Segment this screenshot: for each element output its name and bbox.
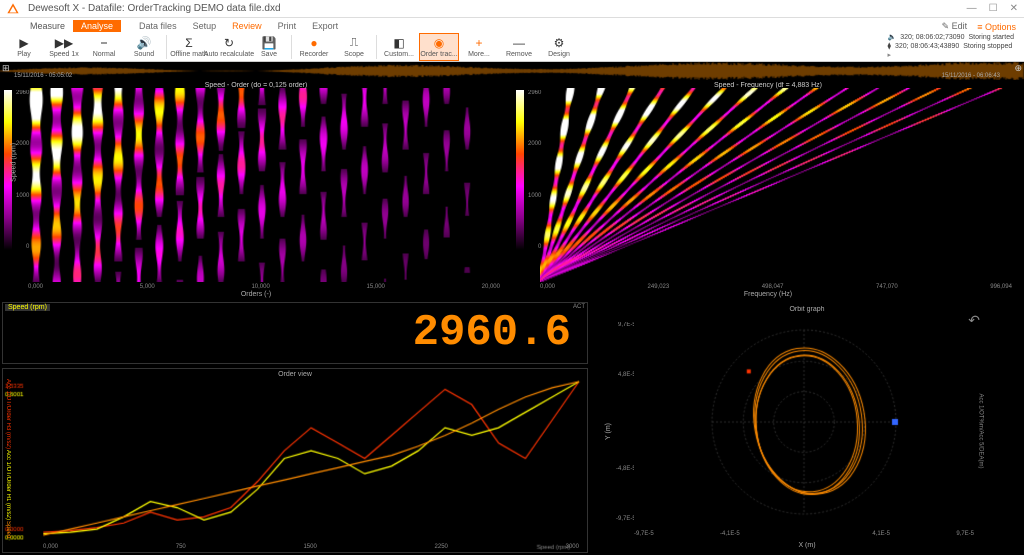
waveform-timeline[interactable]: ⊞ 15/11/2016 - 05:05:02 15/11/2016 - 06:… bbox=[0, 62, 1024, 80]
spectrogram-order-canvas bbox=[28, 88, 500, 282]
subtab-review[interactable]: Review bbox=[224, 20, 270, 32]
digital-header: Speed (rpm) bbox=[5, 304, 50, 311]
spectrogram-frequency[interactable]: Speed - Frequency (df = 4,883 Hz) 296020… bbox=[512, 80, 1024, 300]
app-title: Dewesoft X - Datafile: OrderTracking DEM… bbox=[28, 3, 281, 14]
auto-recalc-icon: ↻ bbox=[224, 36, 234, 50]
normal-icon: ⎯ bbox=[101, 35, 107, 50]
more-icon: + bbox=[475, 36, 482, 50]
speed-button[interactable]: ▶▶Speed 1x bbox=[44, 33, 84, 61]
spectrogram-order-ylabel: Speed (rpm) bbox=[11, 143, 18, 182]
status-panel: 🔈320; 08:06:02;73090Storing started ⧫320… bbox=[888, 33, 1020, 60]
recorder-icon: ● bbox=[310, 36, 317, 50]
digital-tag: ACT bbox=[573, 304, 585, 310]
spectrogram-freq-canvas bbox=[540, 88, 1012, 282]
scope-icon: ⎍ bbox=[350, 35, 358, 50]
sound-icon: 🔊 bbox=[137, 36, 152, 50]
order-view-canvas bbox=[3, 369, 587, 552]
orbit-ylabel: Y (m) bbox=[605, 423, 612, 440]
spectrogram-freq-title: Speed - Frequency (df = 4,883 Hz) bbox=[714, 82, 822, 89]
scope-button[interactable]: ⎍Scope bbox=[334, 33, 374, 61]
speed-icon: ▶▶ bbox=[55, 36, 73, 50]
options-button[interactable]: ≡ Options bbox=[977, 22, 1016, 32]
design-button[interactable]: ⚙Design bbox=[539, 33, 579, 61]
subtab-export[interactable]: Export bbox=[304, 20, 346, 32]
toolbar: ▶Play▶▶Speed 1x⎯Normal🔊SoundΣOffline mat… bbox=[0, 32, 1024, 62]
orbit-graph[interactable]: Orbit graph ↶ Y (m) X (m) Acc 1/OT%m/Acc… bbox=[594, 304, 1020, 551]
tab-analyse[interactable]: Analyse bbox=[73, 20, 121, 32]
subtab-setup[interactable]: Setup bbox=[185, 20, 225, 32]
edit-icon: ✎ bbox=[942, 21, 950, 31]
marker-icon: ⧫ bbox=[888, 42, 891, 51]
order-view-title: Order view bbox=[278, 371, 312, 378]
design-icon: ⚙ bbox=[554, 36, 565, 50]
play-icon: ▶ bbox=[19, 36, 28, 50]
order-trac-icon: ◉ bbox=[434, 36, 444, 50]
more-button[interactable]: +More... bbox=[459, 33, 499, 61]
recorder-button[interactable]: ●Recorder bbox=[294, 33, 334, 61]
digital-value: 2960.6 bbox=[3, 303, 587, 363]
save-icon: 💾 bbox=[262, 36, 277, 50]
edit-button[interactable]: ✎ Edit bbox=[942, 21, 968, 32]
waveform-canvas bbox=[0, 62, 1024, 80]
spectrogram-order-title: Speed - Order (do = 0,125 order) bbox=[205, 82, 308, 89]
titlebar: Dewesoft X - Datafile: OrderTracking DEM… bbox=[0, 0, 1024, 18]
min-button[interactable]: — bbox=[967, 3, 977, 14]
custom-button[interactable]: ◧Custom... bbox=[379, 33, 419, 61]
colorbar-icon bbox=[516, 90, 524, 250]
offline-math-icon: Σ bbox=[185, 36, 192, 50]
order-trac-button[interactable]: ◉Order trac... bbox=[419, 33, 459, 61]
auto-recalc-button[interactable]: ↻Auto recalculate bbox=[209, 33, 249, 61]
digital-readout[interactable]: Speed (rpm) ACT 2960.6 bbox=[2, 302, 588, 364]
app-logo-icon bbox=[6, 2, 20, 16]
ribbon-tabs: Measure Analyse Data files Setup Review … bbox=[0, 18, 1024, 32]
orbit-rlabel: Acc 1/OT%m/Acc 5/DEA(m) bbox=[977, 393, 983, 468]
order-view-chart[interactable]: Order view Acc 1/OT/Order H3 (m/s2)Acc 1… bbox=[2, 368, 588, 553]
tab-measure[interactable]: Measure bbox=[22, 20, 73, 32]
orbit-title: Orbit graph bbox=[789, 306, 824, 313]
save-button[interactable]: 💾Save bbox=[249, 33, 289, 61]
subtab-datafiles[interactable]: Data files bbox=[131, 20, 185, 32]
speaker-icon: 🔈 bbox=[888, 33, 897, 42]
spectrogram-order-xlabel: Orders (-) bbox=[241, 291, 271, 298]
orbit-xlabel: X (m) bbox=[798, 542, 815, 549]
sound-button[interactable]: 🔊Sound bbox=[124, 33, 164, 61]
remove-button[interactable]: —Remove bbox=[499, 33, 539, 61]
max-button[interactable]: ☐ bbox=[989, 3, 998, 14]
play-button[interactable]: ▶Play bbox=[4, 33, 44, 61]
subtab-print[interactable]: Print bbox=[270, 20, 305, 32]
waveform-end-time: 15/11/2016 - 06:06:43 bbox=[942, 73, 1000, 79]
waveform-start-time: 15/11/2016 - 05:05:02 bbox=[14, 73, 72, 79]
remove-icon: — bbox=[513, 36, 525, 50]
spectrogram-freq-xlabel: Frequency (Hz) bbox=[744, 291, 792, 298]
custom-icon: ◧ bbox=[393, 36, 404, 50]
main-visualization: Speed - Order (do = 0,125 order) 2960200… bbox=[0, 80, 1024, 555]
normal-button[interactable]: ⎯Normal bbox=[84, 33, 124, 61]
close-button[interactable]: ✕ bbox=[1010, 3, 1018, 14]
spectrogram-order[interactable]: Speed - Order (do = 0,125 order) 2960200… bbox=[0, 80, 512, 300]
orbit-canvas bbox=[634, 322, 974, 522]
options-icon: ≡ bbox=[977, 22, 982, 32]
